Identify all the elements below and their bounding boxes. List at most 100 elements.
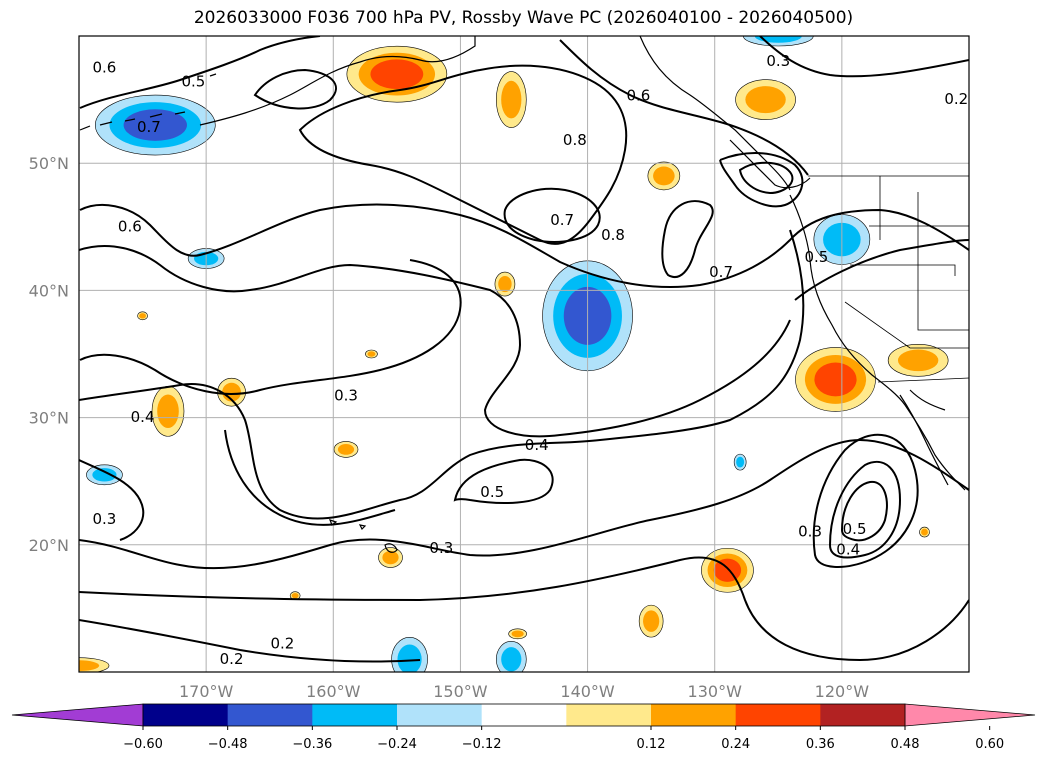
pv-contour-0-3-b xyxy=(79,459,145,541)
pv-anomaly-level xyxy=(291,592,299,599)
contour-value-label: 0.7 xyxy=(550,211,574,229)
colorbar-bin xyxy=(820,704,906,726)
colorbar-bin xyxy=(651,704,737,726)
pv-anomaly-level xyxy=(653,166,675,186)
longitude-label: 130°W xyxy=(688,682,743,701)
colorbar-over-extension xyxy=(904,703,1036,727)
pv-anomaly-level xyxy=(501,80,522,119)
bc-islands-coastline xyxy=(729,139,811,189)
colorbar-bin xyxy=(566,704,652,726)
colorbar-tick-label: 0.12 xyxy=(637,737,666,752)
latitude-label: 20°N xyxy=(29,536,69,555)
contour-value-label: 0.3 xyxy=(334,386,358,404)
pv-anomaly-blob xyxy=(333,441,359,458)
contour-value-label: 0.3 xyxy=(429,539,453,557)
alaska-panhandle-coastline xyxy=(639,36,791,191)
colorbar-under-extension xyxy=(11,703,144,727)
pv-anomaly-blob xyxy=(733,453,747,471)
pv-anomaly-blob xyxy=(346,45,448,103)
pv-contour-0-2-south-b xyxy=(79,619,421,663)
pv-anomaly-level xyxy=(370,59,424,89)
longitude-label: 170°W xyxy=(179,682,234,701)
pv-anomaly-level xyxy=(79,660,100,672)
colorbar-bin xyxy=(397,704,483,726)
colorbar-tick-label: 0.48 xyxy=(891,737,920,752)
pv-anomaly-blob xyxy=(151,385,185,437)
pv-contour-layer xyxy=(79,36,969,663)
pv-contour-0-2-south xyxy=(79,556,969,662)
colorbar-tick-label: 0.24 xyxy=(721,737,750,752)
latitude-label: 40°N xyxy=(29,281,69,300)
graticule xyxy=(79,36,969,672)
contour-value-label: 0.7 xyxy=(709,263,733,281)
map-title: 2026033000 F036 700 hPa PV, Rossby Wave … xyxy=(193,8,854,28)
pv-anomaly-blob xyxy=(795,347,876,412)
longitude-labels: 170°W 160°W 150°W 140°W 130°W 120°W xyxy=(179,682,869,701)
pv-contour-0-3-ak xyxy=(759,36,969,78)
pv-contour-0-3-a xyxy=(79,438,969,570)
contour-value-label: 0.8 xyxy=(601,226,625,244)
pv-anomaly-level xyxy=(157,394,179,429)
contour-value-label: 0.5 xyxy=(480,483,504,501)
pv-contour-0-8-inner xyxy=(503,187,601,243)
contour-value-label: 0.3 xyxy=(92,510,116,528)
alaska-coastline xyxy=(199,36,476,126)
contour-value-label: 0.3 xyxy=(798,523,822,541)
mexico-border xyxy=(877,377,969,383)
pv-contour-0-3-ring xyxy=(812,433,919,568)
latitude-label: 50°N xyxy=(29,154,69,173)
pv-anomaly-blob xyxy=(647,161,681,191)
state-borders xyxy=(844,176,969,349)
pv-contour-0-6-ak xyxy=(559,39,809,176)
pv-anomaly-blob xyxy=(86,464,123,486)
pv-anomaly-blob xyxy=(494,271,516,297)
pv-contour-0-3-east xyxy=(794,239,969,301)
colorbar-tick-label: −0.36 xyxy=(292,737,332,752)
pv-contour-0-5-loop xyxy=(453,458,554,504)
pv-anomaly-level xyxy=(397,644,422,672)
colorbar-tick-label: 0.36 xyxy=(806,737,835,752)
longitude-label: 140°W xyxy=(560,682,615,701)
contour-value-label: 0.4 xyxy=(836,540,860,558)
pv-contour-0-6-north xyxy=(79,36,321,109)
longitude-label: 120°W xyxy=(815,682,870,701)
colorbar-bin xyxy=(143,704,229,726)
contour-value-label: 0.5 xyxy=(804,248,828,266)
pv-anomaly-blob xyxy=(638,604,664,638)
pv-contour-0-7 xyxy=(79,203,969,288)
colorbar-tick-label: −0.24 xyxy=(377,737,417,752)
pv-contour-0-5-north xyxy=(253,68,337,110)
contour-value-label: 0.5 xyxy=(181,72,205,90)
longitude-label: 150°W xyxy=(433,682,488,701)
pv-anomaly-level xyxy=(382,550,399,565)
pv-anomaly-level xyxy=(897,349,939,372)
pv-contour-0-7-loop-west xyxy=(661,200,714,278)
pv-anomaly-level xyxy=(367,351,376,357)
contour-value-label: 0.7 xyxy=(137,118,161,136)
pv-anomaly-level xyxy=(921,528,928,536)
pv-anomaly-level xyxy=(643,610,660,632)
pv-anomaly-blob xyxy=(701,547,754,593)
contour-value-label: 0.6 xyxy=(118,217,142,235)
latitude-label: 30°N xyxy=(29,409,69,428)
colorbar-tick-label: −0.60 xyxy=(123,737,163,752)
colorbar-bin xyxy=(481,704,567,726)
pv-anomaly-blob xyxy=(495,640,527,672)
colorbar-tick-label: 0.60 xyxy=(975,737,1004,752)
latitude-labels: 50°N 40°N 30°N 20°N xyxy=(29,154,69,555)
pv-anomaly-blob xyxy=(79,657,110,672)
west-coast-coastline xyxy=(789,194,966,491)
boundary-layer xyxy=(808,175,969,383)
pv-anomaly-level xyxy=(139,313,146,319)
pv-contour-0-6 xyxy=(79,244,791,438)
pv-anomaly-blob xyxy=(137,311,148,321)
pv-anomaly-level xyxy=(814,362,857,397)
pv-contour-0-4-mid xyxy=(224,429,396,526)
pv-anomaly-level xyxy=(501,647,522,672)
pv-anomaly-level xyxy=(511,630,524,638)
pv-anomaly-level xyxy=(745,86,786,114)
pv-anomaly-blob xyxy=(919,526,930,538)
contour-value-label: 0.2 xyxy=(270,635,294,653)
pv-anomaly-blob xyxy=(289,591,301,600)
colorbar-tick-label: −0.12 xyxy=(462,737,502,752)
